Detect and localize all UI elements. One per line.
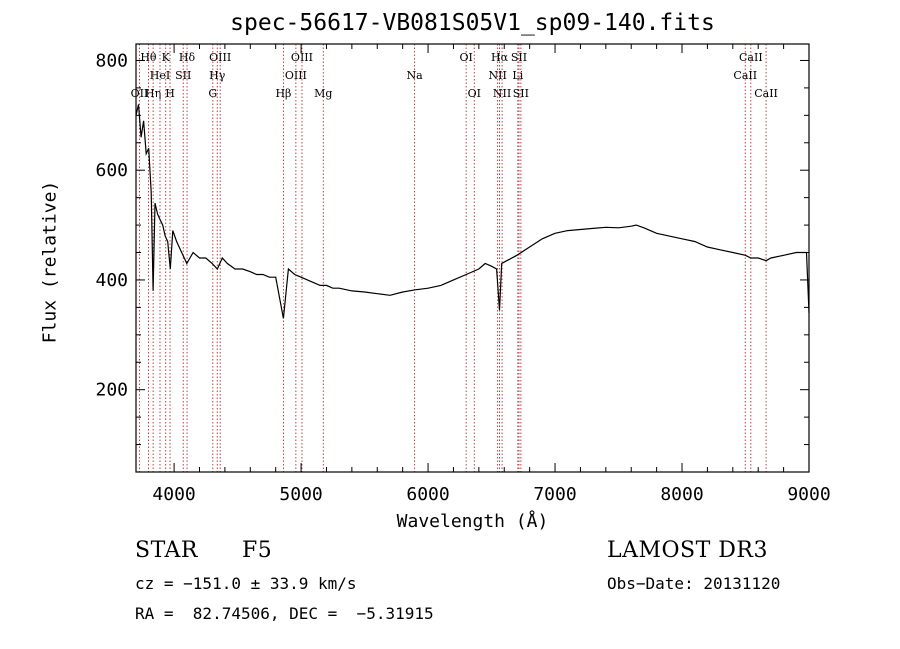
x-tick-label-3: 7000: [533, 484, 576, 505]
y-axis-ticks: 200 400 600 800: [95, 50, 809, 446]
y-tick-label-1: 400: [95, 270, 128, 291]
line-label-24: CaII: [733, 69, 757, 82]
line-label-5: H: [165, 87, 175, 100]
object-class: STAR: [135, 538, 198, 563]
x-tick-label-1: 5000: [279, 484, 322, 505]
line-label-9: Hγ: [209, 69, 226, 82]
line-label-17: OI: [468, 87, 481, 100]
line-label-25: CaII: [739, 51, 763, 64]
line-label-18: NII: [488, 69, 506, 82]
y-tick-label-0: 200: [95, 380, 128, 401]
plot-frame: [135, 43, 810, 473]
line-label-20: NII: [493, 87, 511, 100]
line-label-3: HeI: [150, 69, 170, 82]
y-tick-label-3: 800: [95, 50, 128, 71]
line-label-21: SII: [511, 51, 527, 64]
line-label-10: OIII: [209, 51, 231, 64]
line-label-4: K: [162, 51, 171, 64]
line-label-22: Li: [512, 69, 523, 82]
line-label-13: OIII: [291, 51, 313, 64]
x-tick-label-4: 8000: [660, 484, 703, 505]
line-label-15: Na: [407, 69, 424, 82]
line-label-1: Hθ: [140, 51, 157, 64]
y-tick-label-2: 600: [95, 160, 128, 181]
spectrum-line: [135, 104, 810, 319]
x-tick-label-0: 4000: [152, 484, 195, 505]
line-label-6: SII: [175, 69, 191, 82]
line-label-19: Hα: [491, 51, 509, 64]
line-label-23: SII: [513, 87, 529, 100]
x-tick-label-5: 9000: [787, 484, 830, 505]
line-label-11: Hβ: [275, 87, 291, 100]
line-label-7: Hδ: [179, 51, 196, 64]
x-axis-ticks: 4000 5000 6000 7000 8000 9000: [152, 44, 831, 505]
line-label-16: OI: [459, 51, 472, 64]
chart-title: spec-56617-VB081S05V1_sp09-140.fits: [230, 10, 715, 36]
coordinates: RA = 82.74506, DEC = −5.31915: [135, 604, 434, 623]
line-markers: [138, 44, 767, 472]
y-axis-label: Flux (relative): [39, 180, 61, 344]
object-subclass: F5: [242, 538, 273, 563]
x-tick-label-2: 6000: [406, 484, 449, 505]
x-axis-label: Wavelength (Å): [396, 511, 549, 532]
survey-name: LAMOST DR3: [607, 538, 768, 563]
line-label-2: Hη: [145, 87, 161, 100]
line-label-14: Mg: [314, 87, 332, 100]
redshift-velocity: cz = −151.0 ± 33.9 km/s: [135, 574, 357, 593]
line-label-8: G: [208, 87, 217, 100]
observation-date: Obs−Date: 20131120: [607, 574, 781, 593]
line-labels: OIIHθHηHeIKHSIIHδGHγOIIIHβOIIIOIIIMgNaOI…: [131, 51, 778, 100]
line-label-0: OII: [131, 87, 149, 100]
line-label-12: OIII: [285, 69, 307, 82]
line-label-26: CaII: [754, 87, 778, 100]
